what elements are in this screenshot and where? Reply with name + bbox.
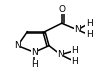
- Text: H: H: [31, 60, 38, 69]
- Text: N: N: [57, 50, 64, 59]
- Text: H: H: [71, 57, 78, 66]
- Text: O: O: [58, 5, 65, 14]
- Text: N: N: [31, 48, 38, 57]
- Text: N: N: [74, 25, 81, 34]
- Text: N: N: [14, 41, 21, 50]
- Text: H: H: [86, 19, 93, 28]
- Text: H: H: [86, 30, 93, 39]
- Text: H: H: [71, 46, 78, 55]
